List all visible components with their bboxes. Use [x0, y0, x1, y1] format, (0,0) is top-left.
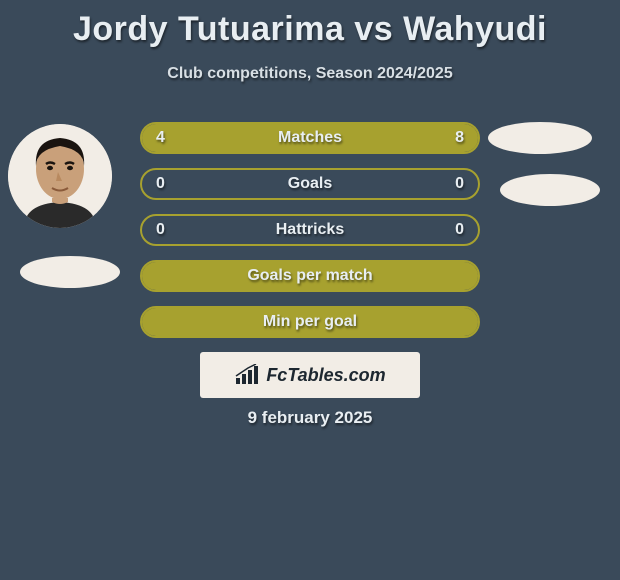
stat-bar-hattricks: 00Hattricks: [140, 214, 480, 246]
stat-bar-goals: 00Goals: [140, 168, 480, 200]
stat-bar-min-per-goal: Min per goal: [140, 306, 480, 338]
bar-label: Hattricks: [142, 221, 478, 239]
page-title: Jordy Tutuarima vs Wahyudi: [0, 0, 620, 49]
fctables-logo: FcTables.com: [200, 352, 420, 398]
subtitle: Club competitions, Season 2024/2025: [0, 49, 620, 83]
avatar-icon: [8, 124, 112, 228]
bar-label: Matches: [142, 129, 478, 147]
bar-label: Min per goal: [142, 313, 478, 331]
bar-label: Goals: [142, 175, 478, 193]
stat-bar-matches: 48Matches: [140, 122, 480, 154]
stat-bar-goals-per-match: Goals per match: [140, 260, 480, 292]
date-label: 9 february 2025: [0, 408, 620, 428]
comparison-bars: 48Matches 00Goals 00Hattricks Goals per mat…: [140, 122, 480, 352]
logo-text: FcTables.com: [266, 365, 385, 386]
bar-label: Goals per match: [142, 267, 478, 285]
chart-icon: [234, 364, 260, 386]
player-right-badge-2: [500, 174, 600, 206]
player-left-avatar: [8, 124, 112, 228]
player-left-badge: [20, 256, 120, 288]
player-right-badge-1: [488, 122, 592, 154]
